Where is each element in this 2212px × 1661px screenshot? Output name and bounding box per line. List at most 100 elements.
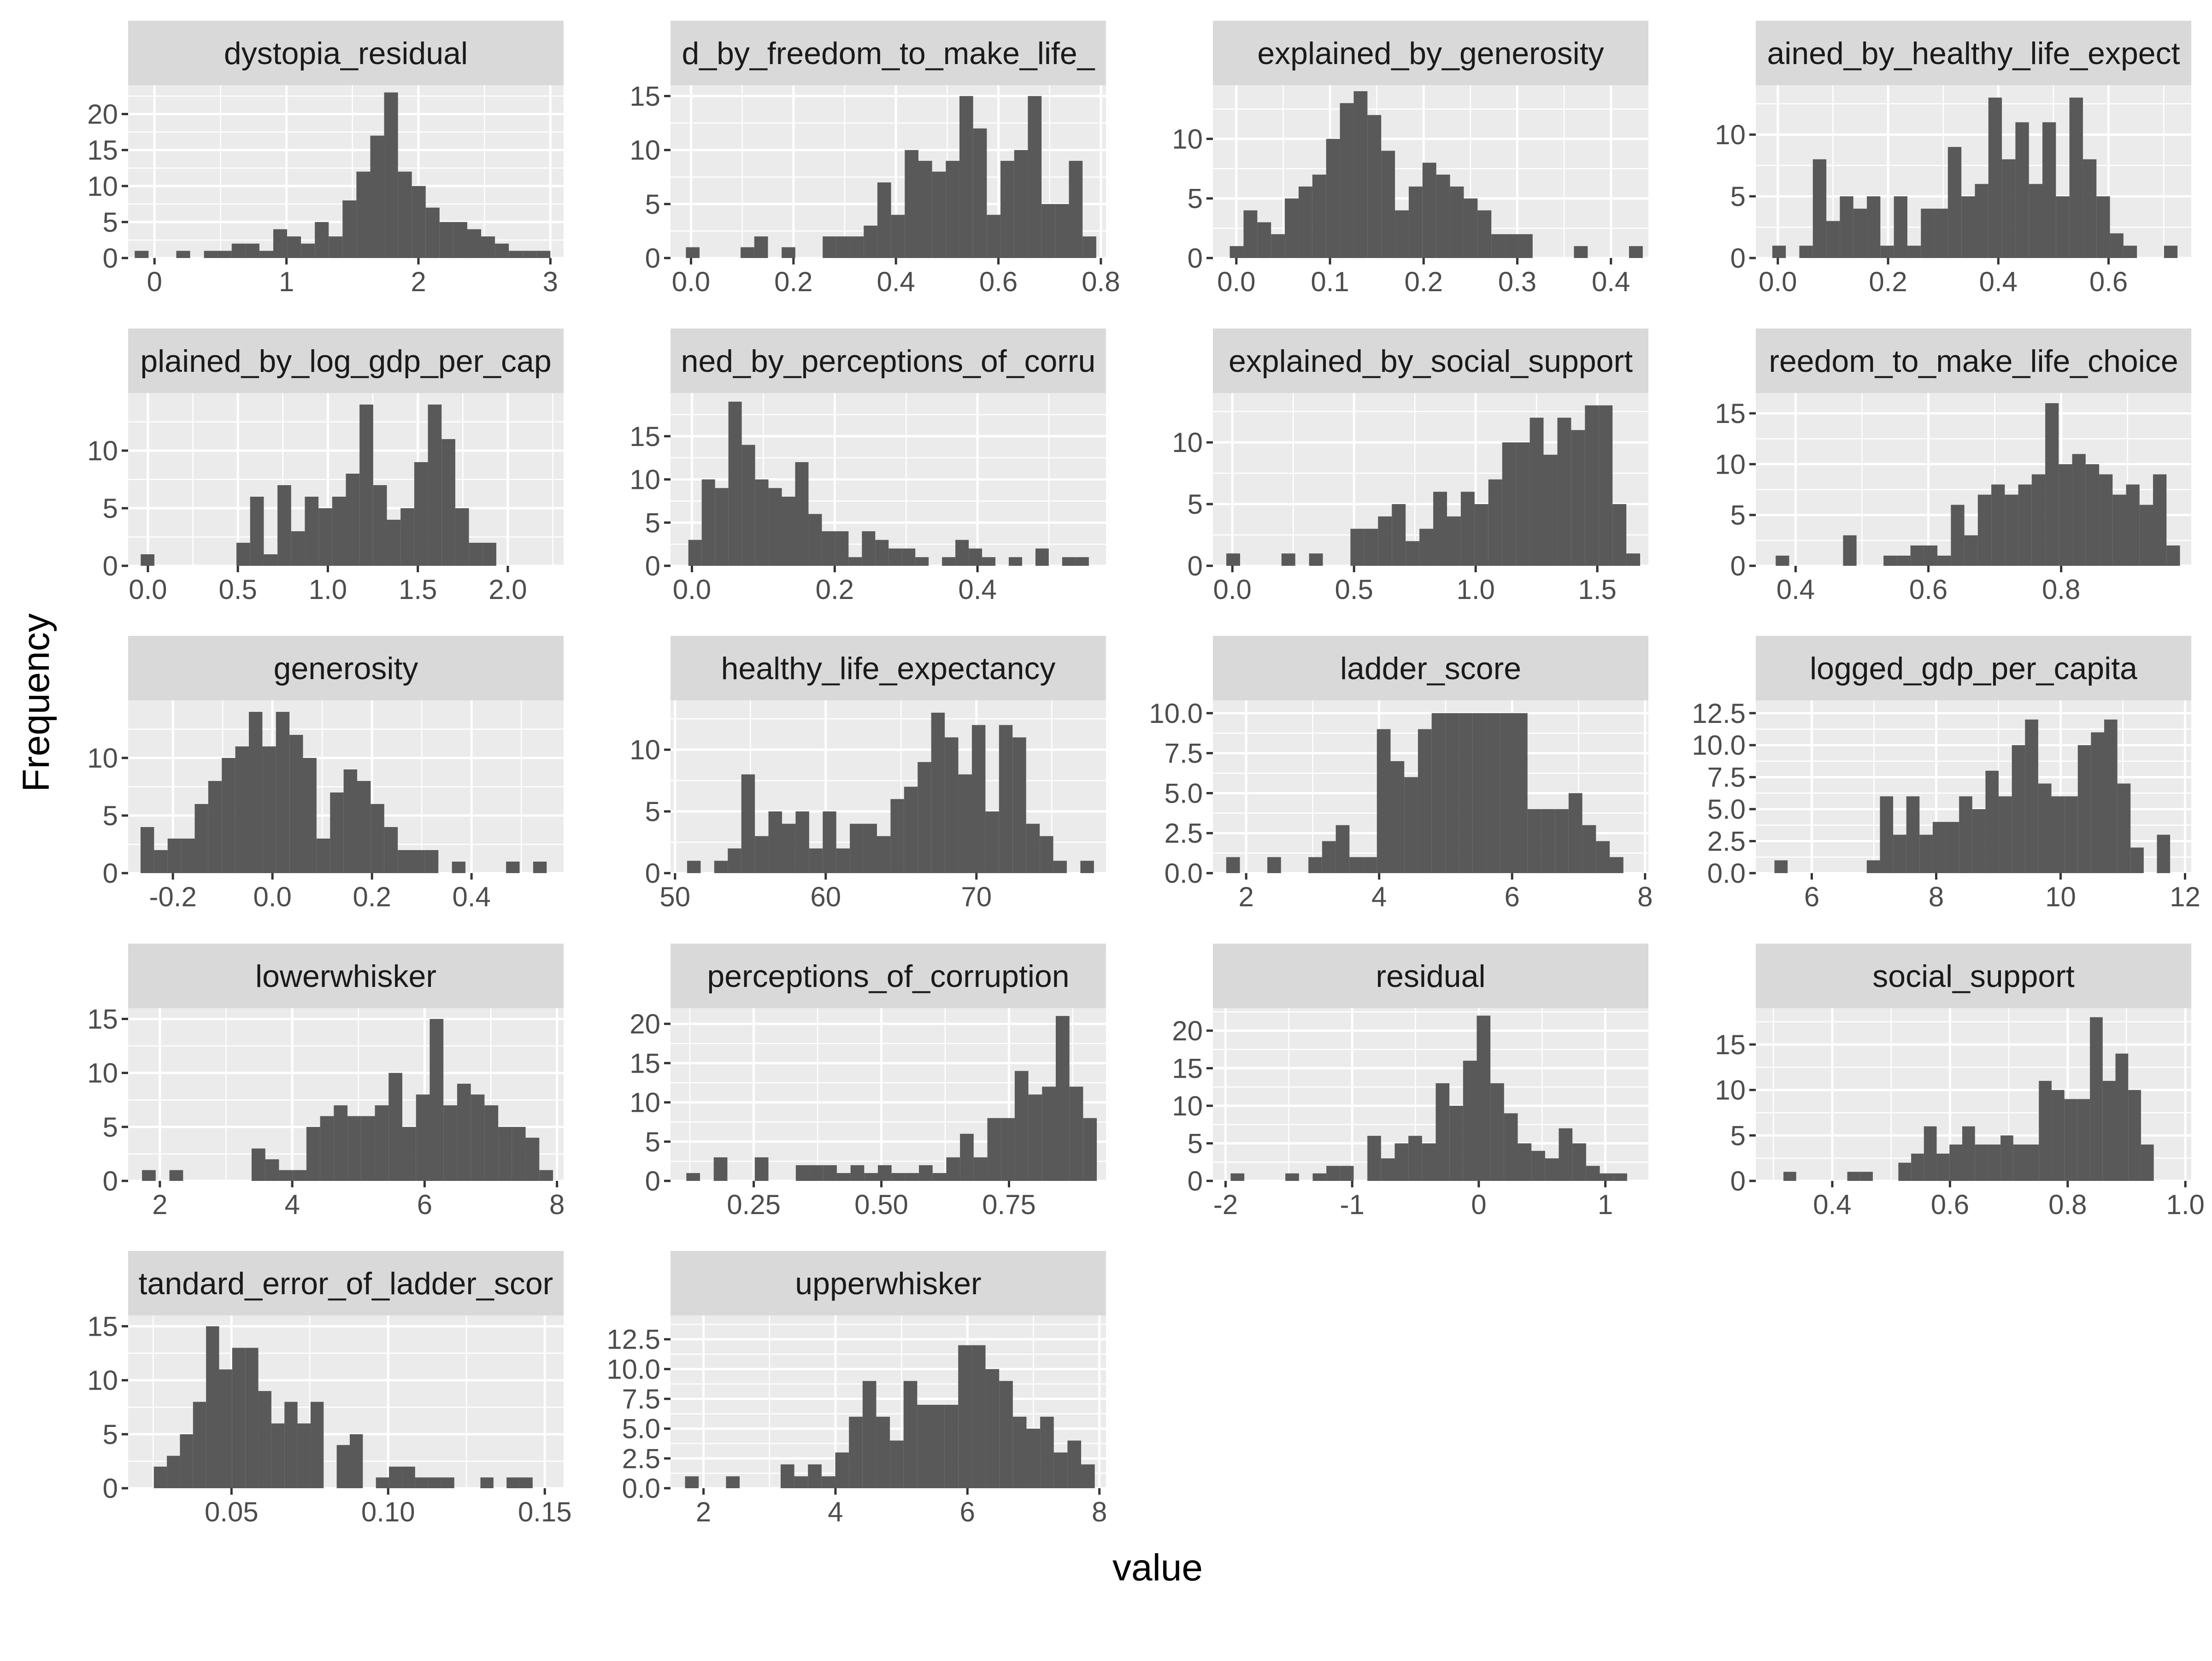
histogram-bar	[1082, 236, 1096, 258]
histogram-bar	[305, 497, 319, 566]
histogram-bar	[277, 485, 291, 566]
histogram-bar	[1776, 555, 1789, 566]
facet-panel: social_support 0.4 0.6 0.8 1.0 0 5 10 15	[1715, 944, 2205, 1220]
histogram-bar	[1285, 1173, 1299, 1181]
histogram-bar	[2166, 545, 2180, 566]
histogram-bar	[402, 1467, 415, 1488]
x-tick-label: 0.6	[1909, 574, 1947, 605]
y-tick-label: 5	[1730, 1120, 1746, 1151]
y-tick-label: 0.0	[1707, 858, 1746, 889]
histogram-bar	[1364, 528, 1378, 566]
histogram-bar	[1991, 484, 2005, 566]
histogram-bar	[249, 712, 263, 873]
y-tick-label: 15	[87, 135, 118, 166]
histogram-bar	[1322, 841, 1336, 873]
histogram-bar	[973, 128, 987, 258]
histogram-bar	[1080, 861, 1094, 873]
histogram-bar	[701, 479, 715, 566]
x-tick-label: 0.4	[1592, 266, 1630, 297]
histogram-bar	[2096, 196, 2110, 258]
histogram-bar	[768, 811, 782, 873]
histogram-bar	[850, 1165, 865, 1181]
y-tick-label: 10.0	[1149, 698, 1203, 729]
y-tick-label: 20	[629, 1009, 660, 1039]
histogram-bar	[890, 799, 904, 873]
facet-strip	[128, 21, 564, 85]
y-tick-label: 12.5	[1692, 698, 1746, 729]
histogram-bar	[412, 186, 426, 258]
y-tick-label: 0	[1730, 551, 1746, 581]
histogram-bar	[415, 1477, 429, 1488]
x-tick-label: 0.4	[452, 881, 490, 912]
histogram-bar	[1419, 528, 1434, 566]
histogram-bar	[262, 746, 276, 873]
histogram-bar	[1924, 1126, 1937, 1181]
x-tick-label: 2	[411, 266, 426, 297]
histogram-bar	[1596, 841, 1610, 873]
histogram-bar	[1964, 535, 1978, 566]
histogram-bar	[836, 1173, 851, 1181]
x-tick-label: 0.0	[672, 266, 710, 297]
histogram-bar	[141, 827, 154, 873]
facet-strip	[1756, 21, 2191, 85]
histogram-bar	[428, 405, 442, 566]
x-tick-label: 1.0	[309, 574, 347, 605]
histogram-bar	[1009, 557, 1022, 566]
histogram-bar	[1335, 825, 1350, 873]
y-tick-label: 0	[1188, 1166, 1203, 1197]
histogram-bar	[219, 1369, 232, 1488]
histogram-bar	[915, 557, 929, 566]
x-tick-label: 70	[961, 881, 992, 912]
histogram-bar	[1799, 246, 1813, 258]
histogram-bar	[1505, 234, 1519, 258]
y-tick-label: 0.0	[622, 1473, 660, 1504]
histogram-bar	[850, 236, 864, 258]
histogram-bar	[330, 792, 344, 873]
histogram-bar	[2013, 1145, 2026, 1181]
histogram-bar	[259, 251, 273, 258]
histogram-bar	[371, 804, 384, 873]
histogram-bar	[946, 161, 960, 258]
histogram-bar	[985, 811, 999, 873]
histogram-bar	[375, 1105, 389, 1181]
histogram-bar	[429, 1019, 444, 1181]
x-tick-label: 0.0	[1213, 574, 1252, 605]
histogram-bar	[1612, 504, 1627, 566]
histogram-bar	[1894, 196, 1907, 258]
histogram-bar	[946, 1157, 960, 1181]
histogram-bar	[181, 839, 195, 873]
histogram-bar	[1985, 770, 1999, 873]
histogram-bar	[1367, 1136, 1381, 1181]
histogram-bar	[455, 508, 469, 566]
histogram-bar	[1500, 713, 1514, 873]
histogram-bar	[836, 848, 850, 873]
y-tick-label: 20	[1172, 1015, 1203, 1046]
histogram-bar	[349, 1434, 363, 1488]
y-tick-label: 10	[1172, 123, 1203, 154]
histogram-bar	[1774, 860, 1788, 873]
facet-strip-label: ned_by_perceptions_of_corru	[681, 344, 1096, 379]
histogram-bar	[1613, 1173, 1627, 1181]
y-tick-label: 12.5	[606, 1324, 660, 1355]
y-tick-label: 7.5	[622, 1384, 660, 1414]
facet-strip	[1213, 636, 1648, 700]
x-tick-label: 3	[543, 266, 558, 297]
histogram-bar	[1040, 1416, 1054, 1488]
histogram-bar	[809, 848, 823, 873]
histogram-bar	[1285, 198, 1299, 258]
histogram-bar	[959, 96, 973, 258]
histogram-bar	[890, 1440, 904, 1488]
histogram-bar	[987, 1118, 1001, 1181]
y-tick-label: 0	[1730, 243, 1746, 274]
histogram-bar	[1014, 150, 1028, 258]
x-tick-label: 6	[1505, 881, 1520, 912]
y-tick-label: 5	[1730, 500, 1746, 531]
histogram-bar	[388, 1073, 403, 1181]
histogram-bar	[1999, 796, 2012, 873]
histogram-bar	[2115, 1053, 2129, 1181]
histogram-bar	[958, 1345, 972, 1488]
histogram-bar	[329, 236, 343, 258]
y-tick-label: 10	[87, 171, 118, 202]
y-tick-label: 10	[1172, 1091, 1203, 1121]
